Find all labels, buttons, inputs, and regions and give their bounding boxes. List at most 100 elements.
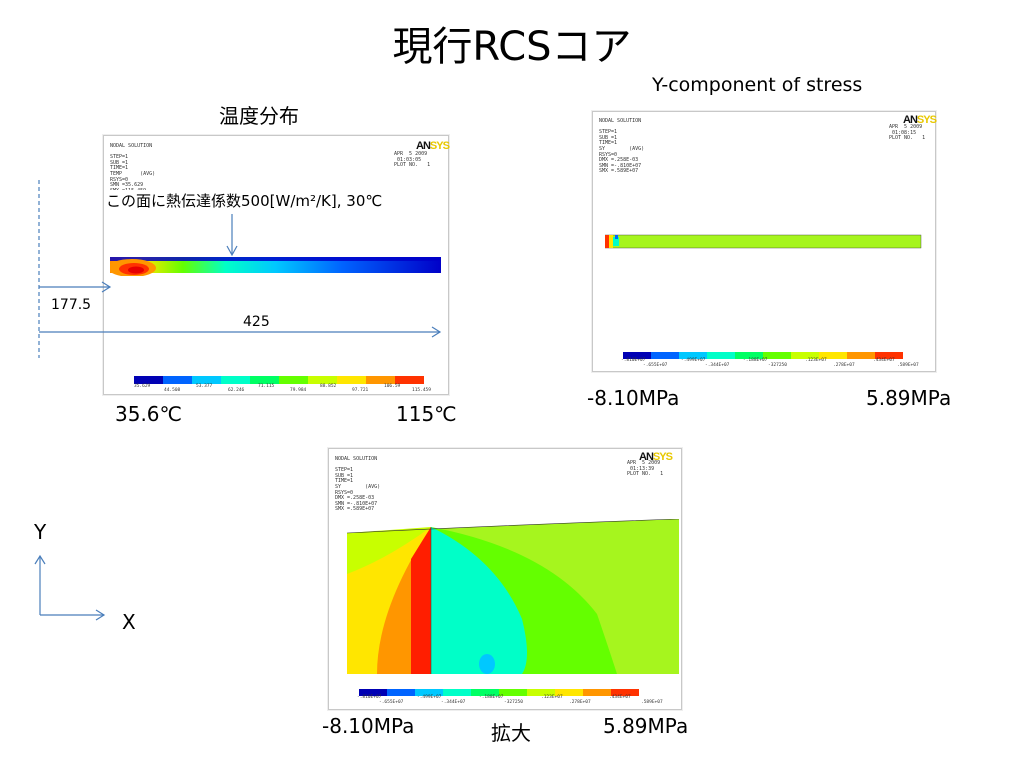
y-axis-arrowhead [34,554,46,565]
zoom-tick-top-2: -.188E+07 [479,695,504,700]
stress-contour-plot [605,234,922,249]
temperature-max-label: 115℃ [396,402,457,426]
colorbar-swatch [735,352,764,359]
zoom-tick-bottom-2: -327250 [504,700,523,705]
temperature-tick-bottom-0: 44.508 [164,388,181,393]
zoom-tick-top-4: .434E+07 [609,695,631,700]
stress-min-label: -8.10MPa [587,386,680,410]
colorbar-swatch [415,689,444,696]
colorbar-swatch [250,376,280,384]
x-axis-label: X [122,610,136,634]
stress-tick-bottom-2: -327250 [768,363,787,368]
zoom-tick-bottom-3: .278E+07 [569,700,591,705]
colorbar-swatch [847,352,876,359]
zoom-colorbar [359,689,639,696]
stress-tick-top-3: .123E+07 [805,358,827,363]
colorbar-swatch [221,376,251,384]
colorbar-swatch [611,689,639,696]
zoom-tick-top-1: -.499E+07 [417,695,442,700]
zoom-date-text: APR 5 2009 01:13:39 PLOT NO. 1 [627,460,664,478]
colorbar-swatch [875,352,903,359]
colorbar-swatch [443,689,472,696]
colorbar-swatch [791,352,820,359]
colorbar-swatch [359,689,388,696]
page-title: 現行RCSコア [392,24,632,70]
colorbar-swatch [308,376,338,384]
stress-tick-bottom-3: .278E+07 [833,363,855,368]
zoom-panel: NODAL SOLUTION STEP=1 SUB =1 TIME=1 SY (… [328,448,682,710]
stress-max-label: 5.89MPa [866,386,952,410]
temperature-tick-top-1: 53.377 [196,384,213,389]
logo-accent: SYS [652,451,673,463]
ansys-logo: ANSYS [903,114,937,126]
temperature-min-label: 35.6℃ [115,402,182,426]
colorbar-swatch [623,352,652,359]
stress-heading: Y-component of stress [652,74,863,96]
logo-main: AN [903,114,918,126]
dim-177-arrowhead [101,281,112,293]
stress-panel: NODAL SOLUTION STEP=1 SUB =1 TIME=1 SY (… [592,111,937,372]
ansys-logo: ANSYS [416,140,450,152]
zoom-tick-top-0: -.810E+07 [357,695,382,700]
logo-main: AN [416,140,431,152]
colorbar-swatch [527,689,556,696]
x-axis-arrowhead [95,609,106,621]
heat-transfer-annotation: この面に熱伝達係数500[W/m²/K], 30℃ [106,190,383,212]
logo-accent: SYS [916,114,937,126]
colorbar-swatch [819,352,848,359]
temperature-tick-top-2: 71.115 [258,384,275,389]
temperature-date-text: APR 5 2009 01:03:05 PLOT NO. 1 [394,151,431,169]
zoom-heading: 拡大 [491,721,531,745]
zoom-tick-top-3: .123E+07 [541,695,563,700]
colorbar-swatch [387,689,416,696]
temperature-contour-plot [110,257,441,276]
colorbar-swatch [651,352,680,359]
stress-tick-top-2: -.188E+07 [743,358,768,363]
temperature-tick-bottom-3: 97.721 [352,388,369,393]
temperature-panel: NODAL SOLUTION STEP=1 SUB =1 TIME=1 TEMP… [103,135,450,395]
temperature-tick-top-3: 88.852 [320,384,337,389]
stress-tick-top-1: -.499E+07 [681,358,706,363]
colorbar-swatch [679,352,708,359]
colorbar-swatch [192,376,222,384]
colorbar-swatch [337,376,367,384]
ansys-logo: ANSYS [639,451,673,463]
temperature-heading: 温度分布 [219,104,299,128]
zoom-tick-bottom-0: -.655E+07 [379,700,404,705]
logo-accent: SYS [429,140,450,152]
colorbar-swatch [471,689,500,696]
logo-main: AN [639,451,654,463]
stress-colorbar [623,352,903,359]
y-axis-label: Y [34,520,47,544]
dim-425-arrowhead [431,326,442,338]
annotation-arrowhead [226,245,238,257]
dimension-177-label: 177.5 [51,297,92,313]
stress-tick-top-4: .434E+07 [873,358,895,363]
colorbar-swatch [134,376,164,384]
temperature-colorbar [134,376,424,384]
colorbar-swatch [707,352,736,359]
stress-tick-top-0: -.810E+07 [621,358,646,363]
stress-tick-bottom-0: -.655E+07 [643,363,668,368]
colorbar-swatch [366,376,396,384]
zoom-tick-bottom-1: -.344E+07 [441,700,466,705]
colorbar-swatch [163,376,193,384]
colorbar-swatch [395,376,424,384]
dimension-425-label: 425 [243,314,270,330]
stress-date-text: APR 5 2009 01:08:15 PLOT NO. 1 [889,124,926,142]
stress-tick-bottom-4: .589E+07 [897,363,919,368]
colorbar-swatch [763,352,792,359]
stress-header-text: NODAL SOLUTION STEP=1 SUB =1 TIME=1 SY (… [599,118,645,175]
zoom-contour-plot [347,519,679,674]
temperature-tick-top-0: 35.629 [134,384,151,389]
colorbar-swatch [499,689,528,696]
temperature-tick-bottom-4: 115.459 [412,388,431,393]
zoom-tick-bottom-4: .589E+07 [641,700,663,705]
zoom-header-text: NODAL SOLUTION STEP=1 SUB =1 TIME=1 SY (… [335,456,381,513]
colorbar-swatch [279,376,309,384]
colorbar-swatch [583,689,612,696]
temperature-tick-top-4: 106.59 [384,384,401,389]
colorbar-swatch [555,689,584,696]
temperature-tick-bottom-2: 79.984 [290,388,307,393]
